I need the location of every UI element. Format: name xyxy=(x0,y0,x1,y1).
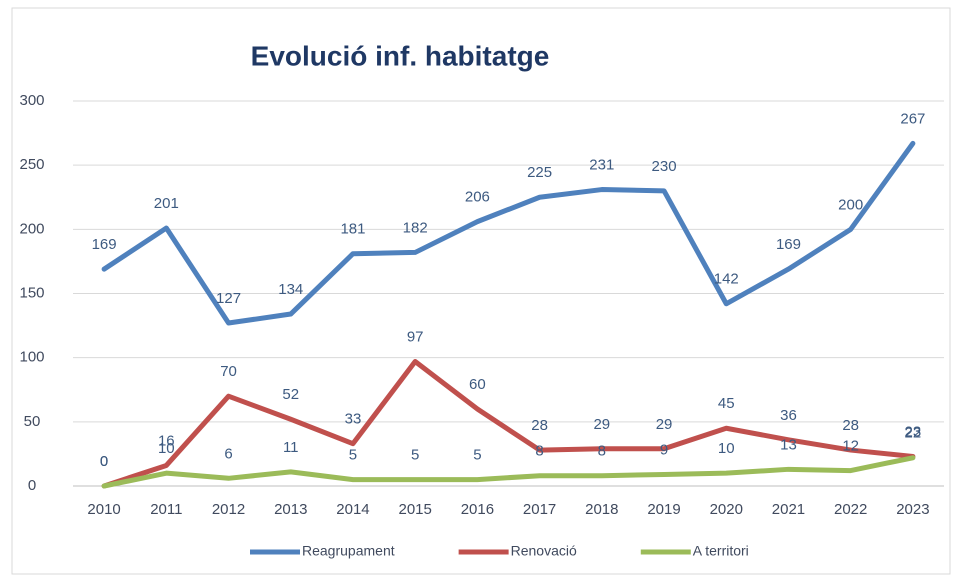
data-label: 16 xyxy=(158,432,175,449)
data-label: 97 xyxy=(407,328,424,345)
data-label: 5 xyxy=(473,447,481,464)
series-line xyxy=(101,455,916,489)
data-label: 8 xyxy=(598,443,606,460)
y-tick-label: 0 xyxy=(28,477,36,494)
data-label: 33 xyxy=(345,411,362,428)
legend-label: A territori xyxy=(693,543,749,559)
x-tick-label: 2013 xyxy=(274,501,307,518)
x-tick-label: 2020 xyxy=(710,501,743,518)
series-line xyxy=(101,140,916,326)
x-tick-label: 2022 xyxy=(834,501,867,518)
y-tick-label: 200 xyxy=(19,220,44,237)
x-tick-label: 2015 xyxy=(398,501,431,518)
series-line xyxy=(101,359,916,489)
data-label: 22 xyxy=(905,425,922,442)
y-tick-label: 100 xyxy=(19,349,44,366)
data-label: 6 xyxy=(224,445,232,462)
data-label: 0 xyxy=(100,453,108,470)
data-label: 52 xyxy=(282,386,299,403)
data-label: 12 xyxy=(842,438,859,455)
x-tick-label: 2021 xyxy=(772,501,805,518)
data-label: 29 xyxy=(593,416,610,433)
data-label: 206 xyxy=(465,189,490,206)
x-tick-label: 2014 xyxy=(336,501,369,518)
data-label: 230 xyxy=(652,158,677,175)
x-tick-label: 2019 xyxy=(647,501,680,518)
x-tick-label: 2012 xyxy=(212,501,245,518)
data-label: 127 xyxy=(216,290,241,307)
data-label: 5 xyxy=(411,447,419,464)
x-tick-label: 2023 xyxy=(896,501,929,518)
data-label: 134 xyxy=(278,281,303,298)
data-label: 267 xyxy=(900,110,925,127)
x-tick-label: 2010 xyxy=(87,501,120,518)
data-label: 225 xyxy=(527,164,552,181)
data-label: 169 xyxy=(776,236,801,253)
data-label: 10 xyxy=(718,440,735,457)
x-tick-label: 2011 xyxy=(150,501,182,518)
data-label: 5 xyxy=(349,447,357,464)
x-tick-label: 2017 xyxy=(523,501,556,518)
data-label: 11 xyxy=(283,439,299,456)
data-label: 29 xyxy=(656,416,673,433)
data-label: 142 xyxy=(714,271,739,288)
y-tick-label: 150 xyxy=(19,284,44,301)
data-label: 169 xyxy=(92,236,117,253)
data-label: 10 xyxy=(158,440,175,457)
data-label: 60 xyxy=(469,376,486,393)
data-label: 28 xyxy=(531,417,548,434)
data-label: 13 xyxy=(780,436,797,453)
y-tick-label: 300 xyxy=(19,92,44,109)
data-label: 8 xyxy=(535,443,543,460)
legend-label: Renovació xyxy=(511,543,577,559)
data-label: 182 xyxy=(403,219,428,236)
y-tick-label: 250 xyxy=(19,156,44,173)
data-label: 200 xyxy=(838,196,863,213)
data-label: 201 xyxy=(154,195,179,212)
legend-label: Reagrupament xyxy=(302,543,395,559)
data-label: 36 xyxy=(780,407,797,424)
chart-border xyxy=(11,7,951,575)
x-tick-label: 2018 xyxy=(585,501,618,518)
data-label: 70 xyxy=(220,363,237,380)
data-label: 23 xyxy=(905,423,922,440)
x-tick-label: 2016 xyxy=(461,501,494,518)
data-label: 0 xyxy=(100,453,108,470)
data-label: 9 xyxy=(660,441,668,458)
data-label: 181 xyxy=(340,221,365,238)
y-tick-label: 50 xyxy=(24,413,41,430)
chart-title: Evolució inf. habitatge xyxy=(251,40,550,71)
data-label: 28 xyxy=(842,417,859,434)
data-label: 231 xyxy=(589,157,614,174)
data-label: 45 xyxy=(718,395,735,412)
